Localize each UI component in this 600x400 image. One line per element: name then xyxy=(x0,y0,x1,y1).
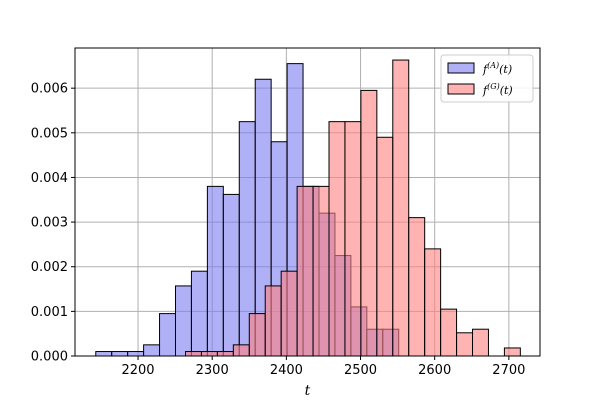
legend-label-base: f xyxy=(482,84,489,97)
histogram-bar xyxy=(456,332,474,357)
histogram-bar xyxy=(503,347,521,357)
legend-label-base: f xyxy=(482,63,489,76)
axis-ticks: 2200 2300 2400 2500 2600 2700 0.000 0.001 0.002 0… xyxy=(31,82,526,378)
legend-swatch xyxy=(447,83,475,95)
y-tick-label: 0.000 xyxy=(31,350,68,365)
histogram-bar xyxy=(159,313,176,357)
histogram-bar xyxy=(296,185,314,357)
histogram-bar xyxy=(174,285,192,357)
legend-label-argument: (t) xyxy=(500,84,513,97)
y-tick-label: 0.006 xyxy=(31,82,68,97)
histogram-bar xyxy=(206,185,224,357)
histogram-bar xyxy=(408,217,426,357)
histogram-bar xyxy=(216,351,234,357)
histogram-bar xyxy=(185,351,202,357)
x-tick-label: 2300 xyxy=(196,363,229,378)
x-axis-label: t xyxy=(305,383,311,399)
plot-frame xyxy=(74,47,541,357)
histogram-bar xyxy=(328,121,346,357)
histogram-bars xyxy=(95,59,521,357)
histogram-bar xyxy=(127,351,145,357)
legend-label-superscript: (A) xyxy=(487,61,499,70)
legend-label-argument: (t) xyxy=(499,63,512,76)
histogram-bar xyxy=(360,89,378,357)
y-tick-label: 0.005 xyxy=(31,126,68,141)
histogram-bar xyxy=(440,308,458,357)
y-tick-label: 0.001 xyxy=(31,305,68,320)
histogram-bar xyxy=(264,285,282,357)
x-tick-label: 2400 xyxy=(270,363,303,378)
histogram-bar xyxy=(344,121,362,357)
legend-label: f(A)(t) xyxy=(482,61,512,76)
x-tick-label: 2600 xyxy=(418,363,451,378)
histogram-bar xyxy=(232,344,250,357)
histogram-bar xyxy=(280,270,298,357)
legend-swatch xyxy=(447,62,475,74)
x-tick-label: 2500 xyxy=(344,363,377,378)
y-tick-label: 0.004 xyxy=(31,171,68,186)
histogram-bar xyxy=(222,193,240,357)
legend-label: f(G)(t) xyxy=(482,82,513,97)
histogram-bar xyxy=(376,136,394,357)
series-g-bars xyxy=(185,59,521,357)
histogram-bar xyxy=(248,313,266,357)
histogram-bar xyxy=(95,351,113,357)
y-tick-label: 0.003 xyxy=(31,216,68,231)
histogram-bar xyxy=(312,185,330,357)
histogram-bar xyxy=(143,344,161,357)
x-tick-label: 2700 xyxy=(492,363,525,378)
histogram-bar xyxy=(200,351,218,357)
histogram-bar xyxy=(392,59,410,357)
y-tick-label: 0.002 xyxy=(31,260,68,275)
histogram-bar xyxy=(190,270,208,357)
histogram-bar xyxy=(111,351,129,357)
legend: f(A)(t)f(G)(t) xyxy=(440,54,534,103)
histogram-bar xyxy=(472,328,489,357)
histogram-bar xyxy=(424,248,442,357)
x-tick-label: 2200 xyxy=(121,363,154,378)
legend-label-superscript: (G) xyxy=(487,82,500,91)
